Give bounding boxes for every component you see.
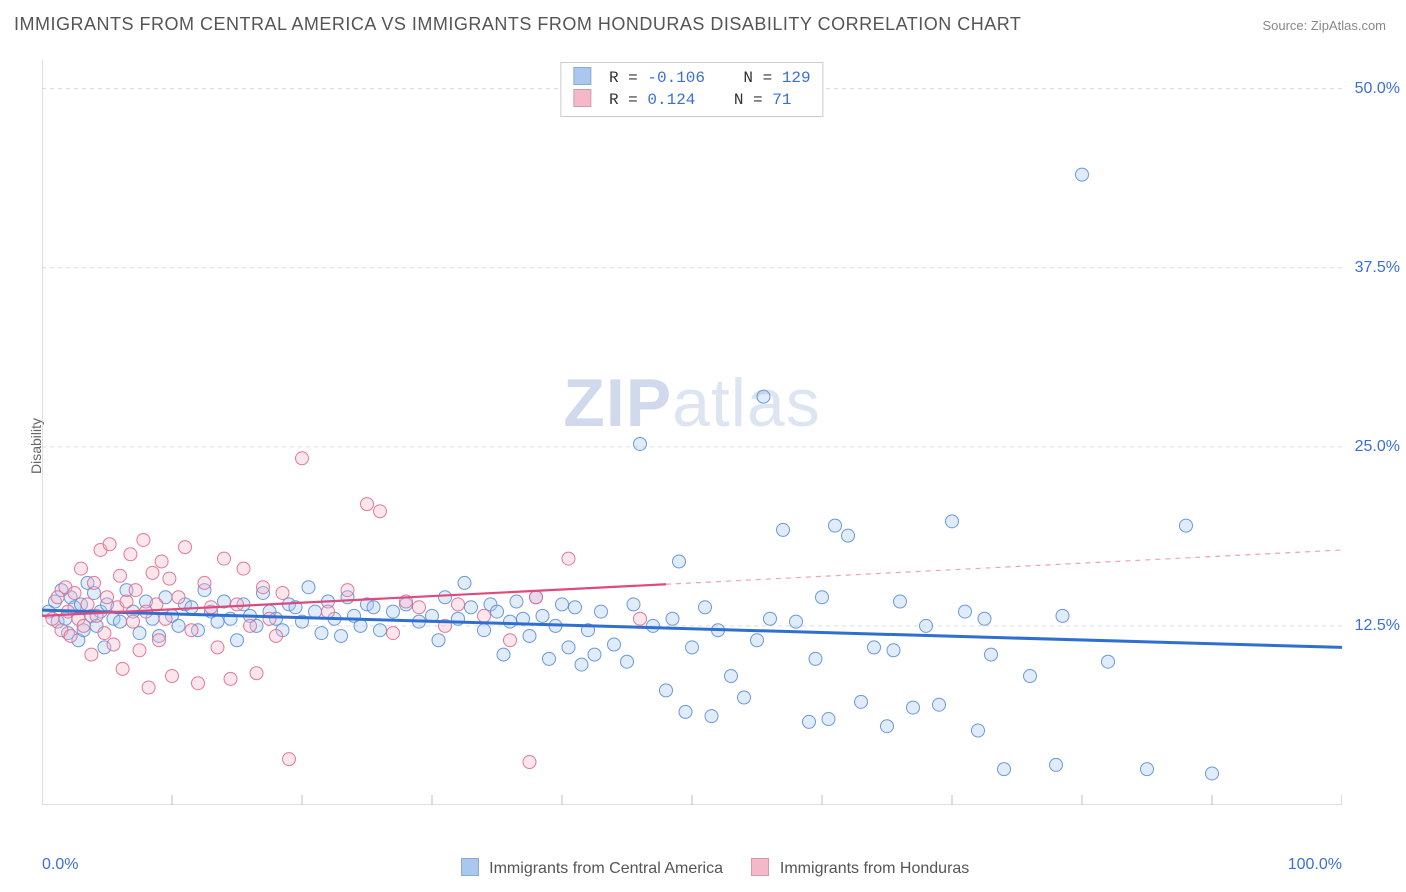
legend-swatch-series-2 <box>751 858 769 876</box>
scatter-plot-svg <box>42 60 1342 805</box>
source-attribution: Source: ZipAtlas.com <box>1262 18 1386 33</box>
legend-row-1: R = -0.106 N = 129 <box>573 67 810 89</box>
chart-title: IMMIGRANTS FROM CENTRAL AMERICA VS IMMIG… <box>14 14 1021 35</box>
y-axis-ticks: 12.5% 25.0% 37.5% 50.0% <box>1346 60 1400 805</box>
legend-label-series-2: Immigrants from Honduras <box>780 860 969 877</box>
y-tick-label: 37.5% <box>1355 259 1400 277</box>
chart-plot-area: ZIPatlas R = -0.106 N = 129 R = 0.124 N … <box>42 60 1342 805</box>
y-tick-label: 25.0% <box>1355 438 1400 456</box>
y-tick-label: 12.5% <box>1355 617 1400 635</box>
series-legend: Immigrants from Central America Immigran… <box>0 858 1406 878</box>
legend-swatch-pink <box>573 89 591 107</box>
correlation-legend: R = -0.106 N = 129 R = 0.124 N = 71 <box>560 62 823 117</box>
y-tick-label: 50.0% <box>1355 80 1400 98</box>
legend-swatch-blue <box>573 67 591 85</box>
legend-row-2: R = 0.124 N = 71 <box>573 89 810 111</box>
legend-swatch-series-1 <box>461 858 479 876</box>
legend-label-series-1: Immigrants from Central America <box>489 860 723 877</box>
